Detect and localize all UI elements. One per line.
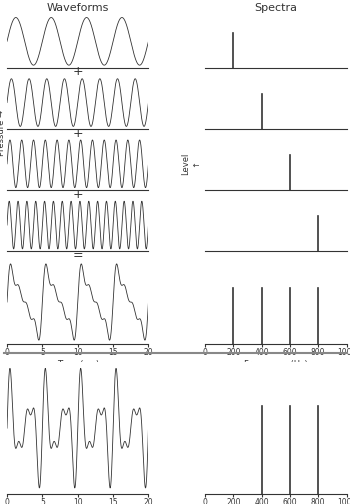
Text: Spectra: Spectra	[254, 3, 297, 13]
Text: Waveforms: Waveforms	[47, 3, 109, 13]
X-axis label: Time (ms): Time (ms)	[57, 360, 99, 369]
Text: +: +	[72, 188, 83, 201]
Text: =: =	[72, 249, 83, 262]
Text: Level
↑: Level ↑	[181, 153, 201, 175]
Text: Pressure →: Pressure →	[0, 110, 6, 156]
Text: +: +	[72, 66, 83, 79]
Text: +: +	[72, 127, 83, 140]
X-axis label: Frequency (Hz): Frequency (Hz)	[244, 360, 308, 369]
